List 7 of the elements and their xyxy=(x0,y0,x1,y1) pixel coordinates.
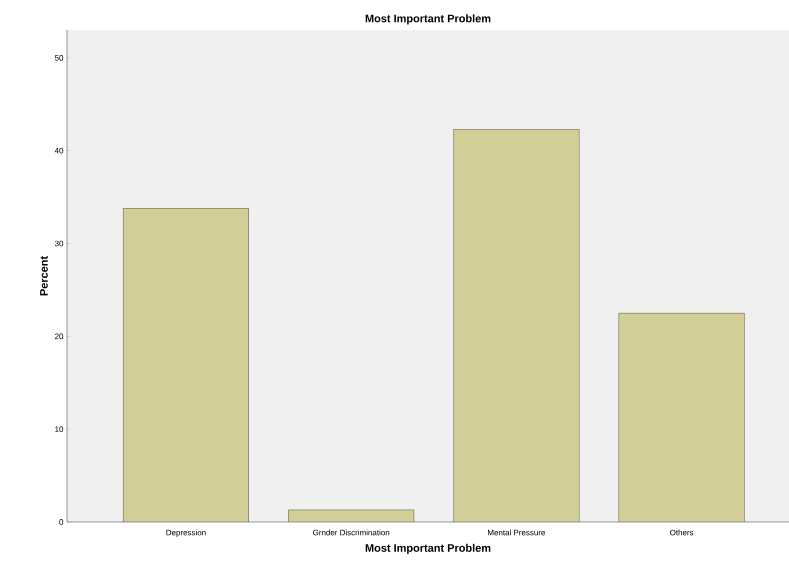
chart-title: Most Important Problem xyxy=(366,14,490,24)
y-axis-title: Percent xyxy=(40,256,48,296)
bar xyxy=(453,129,580,522)
bar xyxy=(618,312,745,522)
bar xyxy=(122,208,249,522)
x-axis-title: Most Important Problem xyxy=(366,544,490,554)
bar xyxy=(288,510,414,522)
